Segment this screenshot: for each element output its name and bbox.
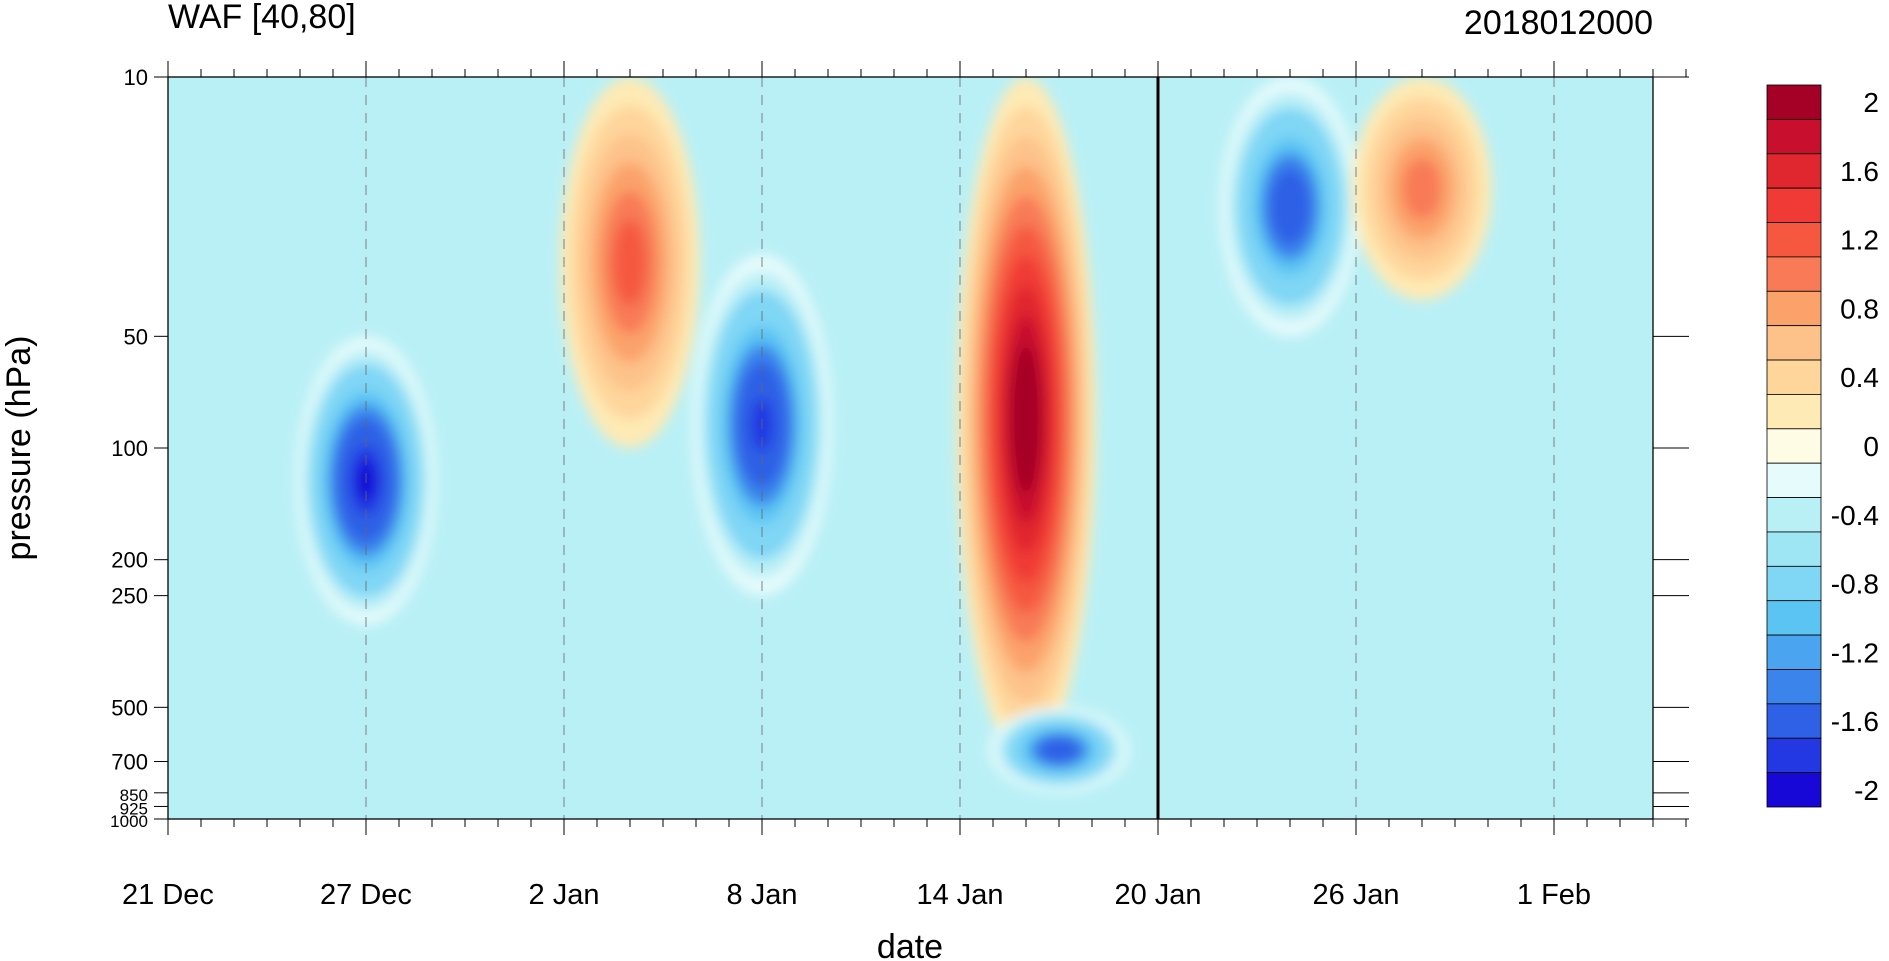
colorbar-swatch: [1766, 118, 1822, 155]
contour-level: [1277, 183, 1303, 230]
contour-level: [1016, 374, 1036, 464]
colorbar-label: -1.6: [1831, 706, 1879, 737]
colorbar-swatch: [1766, 772, 1822, 808]
x-tick-label: 2 Jan: [529, 879, 600, 911]
y-tick-label: 10: [124, 65, 148, 90]
colorbar-swatch: [1766, 153, 1822, 189]
colorbar-swatch: [1766, 359, 1822, 395]
colorbar-label: -0.8: [1831, 569, 1879, 600]
feature-negative-6: [1220, 77, 1360, 337]
colorbar-swatch: [1766, 600, 1822, 636]
x-axis-label: date: [877, 928, 943, 961]
y-tick-label: 250: [111, 584, 148, 609]
chart-date-stamp: 2018012000: [1464, 4, 1653, 42]
contour-field: [296, 77, 1492, 793]
colorbar-swatch: [1766, 290, 1822, 327]
colorbar-swatch: [1766, 462, 1822, 498]
colorbar-label: 2: [1863, 87, 1879, 118]
colorbar-label: 0: [1863, 431, 1879, 462]
feature-positive-2: [560, 77, 700, 448]
colorbar-swatch: [1766, 428, 1822, 464]
colorbar-swatch: [1766, 256, 1822, 292]
contour-level: [613, 219, 647, 306]
colorbar-swatch: [1766, 737, 1822, 774]
colorbar-label: 0.4: [1840, 362, 1879, 393]
feature-negative-5: [989, 707, 1129, 793]
y-tick-label: 925: [120, 799, 148, 818]
feature-positive-4: [956, 77, 1096, 762]
colorbar-swatch: [1766, 669, 1822, 705]
y-tick-label: 100: [111, 436, 148, 461]
x-tick-label: 27 Dec: [320, 879, 412, 911]
colorbar-label: -0.4: [1831, 500, 1879, 531]
colorbar-swatch: [1766, 325, 1822, 361]
colorbar-swatch: [1766, 531, 1822, 567]
colorbar-swatch: [1766, 497, 1822, 533]
colorbar-label: 0.8: [1840, 293, 1879, 324]
colorbar-swatch: [1766, 222, 1822, 258]
contour-level: [1046, 742, 1072, 758]
x-tick-label: 20 Jan: [1114, 879, 1201, 911]
y-tick-label: 1000: [110, 812, 148, 831]
colorbar-label: 1.6: [1840, 156, 1879, 187]
colorbar-swatch: [1766, 634, 1822, 670]
colorbar-swatch: [1766, 394, 1822, 430]
feature-positive-7: [1352, 77, 1492, 301]
colorbar-swatch: [1766, 703, 1822, 739]
colorbar: 2 1.6 1.2 0.8 0.4 0 -0.4 -0.8 -1.2 -1.6 -2: [1766, 84, 1879, 808]
y-tick-label: 700: [111, 750, 148, 775]
x-tick-label: 21 Dec: [122, 879, 214, 911]
x-tick-label: 1 Feb: [1517, 879, 1591, 911]
colorbar-swatch: [1766, 187, 1822, 223]
y-axis-label: pressure (hPa): [0, 336, 38, 561]
x-tick-label: 14 Jan: [916, 879, 1003, 911]
y-tick-label: 200: [111, 548, 148, 573]
x-tick-label: 8 Jan: [727, 879, 798, 911]
colorbar-label: -1.2: [1831, 637, 1879, 668]
chart-title: WAF [40,80]: [168, 0, 356, 36]
colorbar-swatch: [1766, 84, 1822, 120]
x-tick-label: 26 Jan: [1312, 879, 1399, 911]
y-tick-label: 50: [124, 324, 148, 349]
contour-level: [1402, 158, 1442, 220]
colorbar-swatch: [1766, 565, 1822, 602]
colorbar-label: -2: [1854, 775, 1879, 806]
x-axis: 21 Dec 27 Dec 2 Jan 8 Jan 14 Jan 20 Jan 26 Jan…: [122, 61, 1687, 911]
y-tick-label: 500: [111, 695, 148, 720]
colorbar-label: 1.2: [1840, 225, 1879, 256]
y-tick-label: 850: [120, 786, 148, 805]
